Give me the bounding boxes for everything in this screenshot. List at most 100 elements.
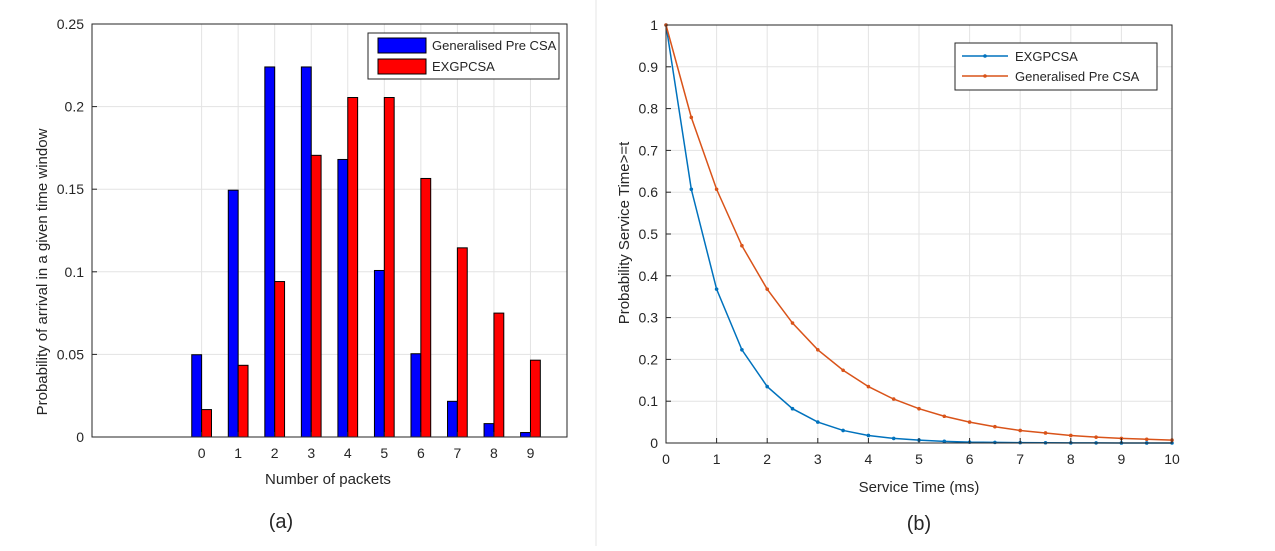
left-x-tick-label: 7 [453, 445, 461, 461]
left-y-tick-label: 0.15 [57, 181, 84, 197]
right-data-point [740, 347, 744, 352]
right-x-tick-label: 10 [1164, 451, 1180, 467]
left-bar [191, 354, 203, 438]
right-data-point [891, 436, 896, 441]
left-legend-swatch [377, 58, 427, 75]
left-y-tick-label: 0.1 [65, 264, 85, 280]
right-data-point [1069, 433, 1073, 438]
right-data-point [1144, 437, 1149, 442]
left-y-tick-label: 0 [76, 429, 84, 445]
left-x-tick-label: 5 [380, 445, 388, 461]
left-x-tick-label: 8 [490, 445, 498, 461]
right-data-point [740, 243, 744, 248]
left-bar [420, 177, 432, 438]
right-x-tick-label: 5 [915, 451, 923, 467]
left-x-tick-label: 9 [527, 445, 535, 461]
left-bar [410, 353, 422, 438]
left-panel-label: (a) [269, 511, 293, 533]
right-data-point [967, 420, 972, 424]
right-x-tick-label: 8 [1067, 451, 1075, 467]
left-y-tick-label: 0.2 [65, 99, 85, 115]
right-x-tick-label: 2 [763, 451, 771, 467]
right-data-point [765, 287, 769, 291]
left-axes-box [91, 23, 568, 438]
left-bar [300, 66, 312, 438]
left-bar [529, 359, 541, 438]
right-legend-label: Generalised Pre CSA [1015, 69, 1140, 84]
left-bar [520, 432, 531, 438]
right-data-point [689, 115, 694, 120]
right-data-point [1043, 431, 1048, 435]
right-data-point [841, 428, 845, 433]
right-data-point [765, 384, 769, 389]
left-bar [264, 66, 276, 438]
left-bar [373, 269, 385, 438]
left-y-tick-label: 0.25 [57, 16, 84, 32]
right-panel-label: (b) [907, 513, 931, 535]
right-y-tick-label: 0.6 [639, 184, 659, 200]
left-bar [237, 364, 249, 438]
right-data-point [891, 397, 896, 401]
right-y-axis-label: Probability Service Time>=t [616, 141, 633, 324]
right-y-tick-label: 0.8 [639, 101, 659, 117]
right-x-tick-label: 6 [966, 451, 974, 467]
right-y-tick-label: 1 [650, 17, 658, 33]
left-bar [201, 409, 212, 438]
left-y-axis-label: Probability of arrival in a given time w… [34, 128, 51, 415]
left-bar [493, 312, 505, 438]
left-x-axis-label: Number of packets [265, 471, 391, 488]
right-chart-plot: 0 1 2 3 4 5 6 7 8 9 10 0 0.1 0.2 0.3 0.4 0.5 0.6 0.7 0.8 0.9… [639, 17, 1180, 467]
left-x-tick-label: 6 [417, 445, 425, 461]
right-x-tick-label: 0 [662, 451, 670, 467]
right-data-point [714, 187, 719, 192]
right-legend: EXGPCSA Generalised Pre CSA [954, 42, 1158, 91]
right-data-point [866, 433, 871, 438]
right-data-point [841, 368, 845, 373]
left-bar [456, 247, 468, 438]
left-bar [274, 281, 286, 438]
left-x-tick-label: 0 [198, 445, 206, 461]
left-legend-label: EXGPCSA [432, 59, 495, 74]
right-legend-label: EXGPCSA [1015, 49, 1078, 64]
left-bar [383, 97, 395, 438]
right-y-tick-label: 0 [650, 435, 658, 451]
left-bar [347, 97, 359, 438]
left-x-tick-label: 4 [344, 445, 352, 461]
right-data-point [1018, 428, 1022, 433]
right-x-axis-label: Service Time (ms) [859, 479, 980, 496]
right-data-point [993, 440, 997, 445]
right-x-tick-label: 3 [814, 451, 822, 467]
right-legend-marker [983, 54, 987, 58]
left-legend-label: Generalised Pre CSA [432, 38, 557, 53]
right-data-point [790, 406, 795, 411]
right-data-point [942, 439, 947, 444]
right-legend-marker [983, 74, 987, 78]
left-x-tick-label: 2 [271, 445, 279, 461]
right-data-point [816, 420, 820, 424]
right-data-point [689, 187, 694, 192]
right-y-tick-label: 0.3 [639, 310, 659, 326]
right-data-point [993, 424, 997, 429]
right-y-tick-label: 0.5 [639, 226, 659, 242]
right-data-point [790, 321, 795, 325]
left-bar [310, 154, 322, 438]
left-bar [447, 400, 458, 438]
left-bar [337, 158, 349, 438]
right-y-tick-label: 0.7 [639, 142, 659, 158]
right-x-tick-label: 9 [1118, 451, 1126, 467]
left-x-tick-label: 1 [234, 445, 242, 461]
left-x-tick-label: 3 [307, 445, 315, 461]
left-bar [483, 423, 495, 438]
left-legend: Generalised Pre CSA EXGPCSA [367, 32, 560, 80]
right-legend-box [954, 42, 1158, 91]
left-chart-plot: 0 1 2 3 4 5 6 7 8 9 0 0.05 0.1 0.15 0.2 0.25 Generalised… [57, 16, 568, 461]
left-legend-swatch [377, 37, 427, 54]
left-bar [227, 189, 239, 438]
right-y-tick-label: 0.9 [639, 59, 659, 75]
right-data-point [816, 347, 820, 352]
left-y-tick-label: 0.05 [57, 346, 84, 362]
right-y-tick-label: 0.2 [639, 351, 659, 367]
right-y-tick-label: 0.1 [639, 393, 659, 409]
